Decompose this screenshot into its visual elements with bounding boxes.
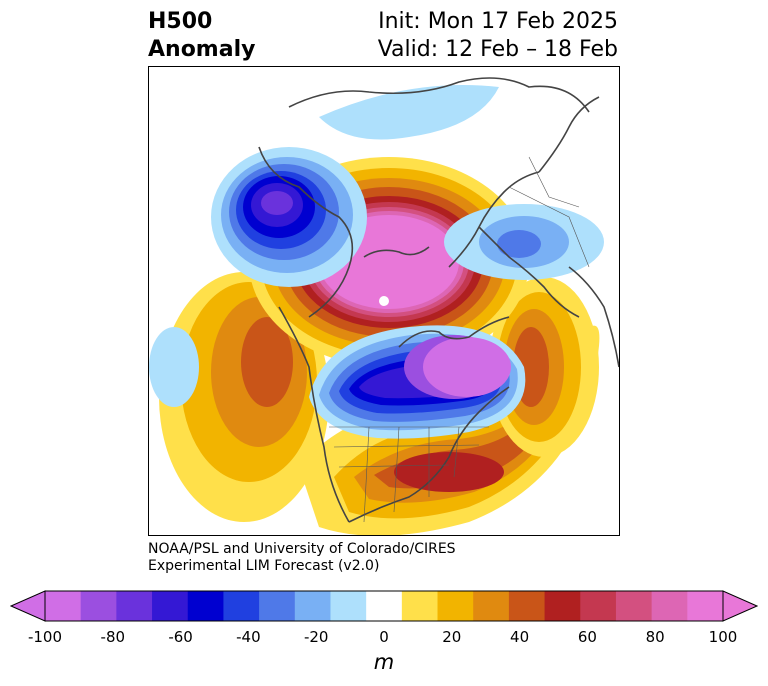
colorbar-segment [580, 591, 617, 621]
title-variable-block: H500 Anomaly [148, 8, 255, 64]
europe-trough [444, 204, 604, 280]
colorbar [10, 590, 758, 622]
colorbar-segment [366, 591, 403, 621]
colorbar-segment [223, 591, 260, 621]
credit-line-2: Experimental LIM Forecast (v2.0) [148, 558, 380, 574]
colorbar-unit: m [373, 650, 395, 674]
colorbar-frame [44, 590, 724, 622]
init-date: Init: Mon 17 Feb 2025 [378, 9, 618, 34]
colorbar-segment [259, 591, 296, 621]
colorbar-over-arrow [722, 590, 758, 622]
colorbar-segment [152, 591, 189, 621]
colorbar-segment [544, 591, 581, 621]
colorbar-tick-label: -40 [236, 628, 261, 646]
north-pole-marker [379, 296, 389, 306]
colorbar-tick-label: 60 [577, 628, 597, 646]
colorbar-segment [437, 591, 474, 621]
colorbar-tick-label: 0 [379, 628, 389, 646]
colorbar-segment [80, 591, 117, 621]
colorbar-segment [45, 591, 82, 621]
colorbar-segment [116, 591, 153, 621]
title-kind: Anomaly [148, 37, 256, 62]
borders [329, 156, 590, 523]
north-america-trough [309, 325, 526, 439]
colorbar-segment [508, 591, 546, 621]
colorbar-tick-label: 100 [708, 628, 738, 646]
title-dates-block: Init: Mon 17 Feb 2025 Valid: 12 Feb – 18… [378, 8, 618, 64]
colorbar-segment [615, 591, 653, 621]
colorbar-tick-label: -20 [303, 628, 329, 646]
valid-range: Valid: 12 Feb – 18 Feb [377, 37, 618, 62]
colorbar-tick-label: 20 [442, 628, 462, 646]
colorbar-tick-label: -80 [100, 628, 126, 646]
siberia-weak-trough [319, 85, 499, 140]
credit-line-1: NOAA/PSL and University of Colorado/CIRE… [148, 541, 456, 557]
east-pacific-ridge [159, 272, 329, 522]
credit-block: NOAA/PSL and University of Colorado/CIRE… [148, 541, 456, 575]
north-pacific-trough [211, 147, 367, 287]
pacific-weak-trough [149, 327, 199, 407]
colorbar-ticks: -100 -80 -60 -40 -20 0 20 40 60 80 100 [0, 628, 768, 648]
colorbar-segment [473, 591, 510, 621]
title-variable: H500 [148, 9, 213, 34]
colorbar-tick-label: 80 [645, 628, 665, 646]
coastlines [258, 77, 619, 523]
colorbar-segment [687, 591, 724, 621]
anomaly-map [148, 66, 620, 536]
colorbar-tick-label: 40 [510, 628, 530, 646]
colorbar-segment [187, 591, 224, 621]
anomaly-map-svg [149, 77, 619, 535]
colorbar-under-arrow [10, 590, 46, 622]
colorbar-segment [330, 591, 367, 621]
colorbar-tick-label: -60 [168, 628, 193, 646]
colorbar-segment [401, 591, 439, 621]
colorbar-segment [651, 591, 688, 621]
colorbar-tick-label: -100 [27, 628, 63, 646]
colorbar-segment [294, 591, 331, 621]
